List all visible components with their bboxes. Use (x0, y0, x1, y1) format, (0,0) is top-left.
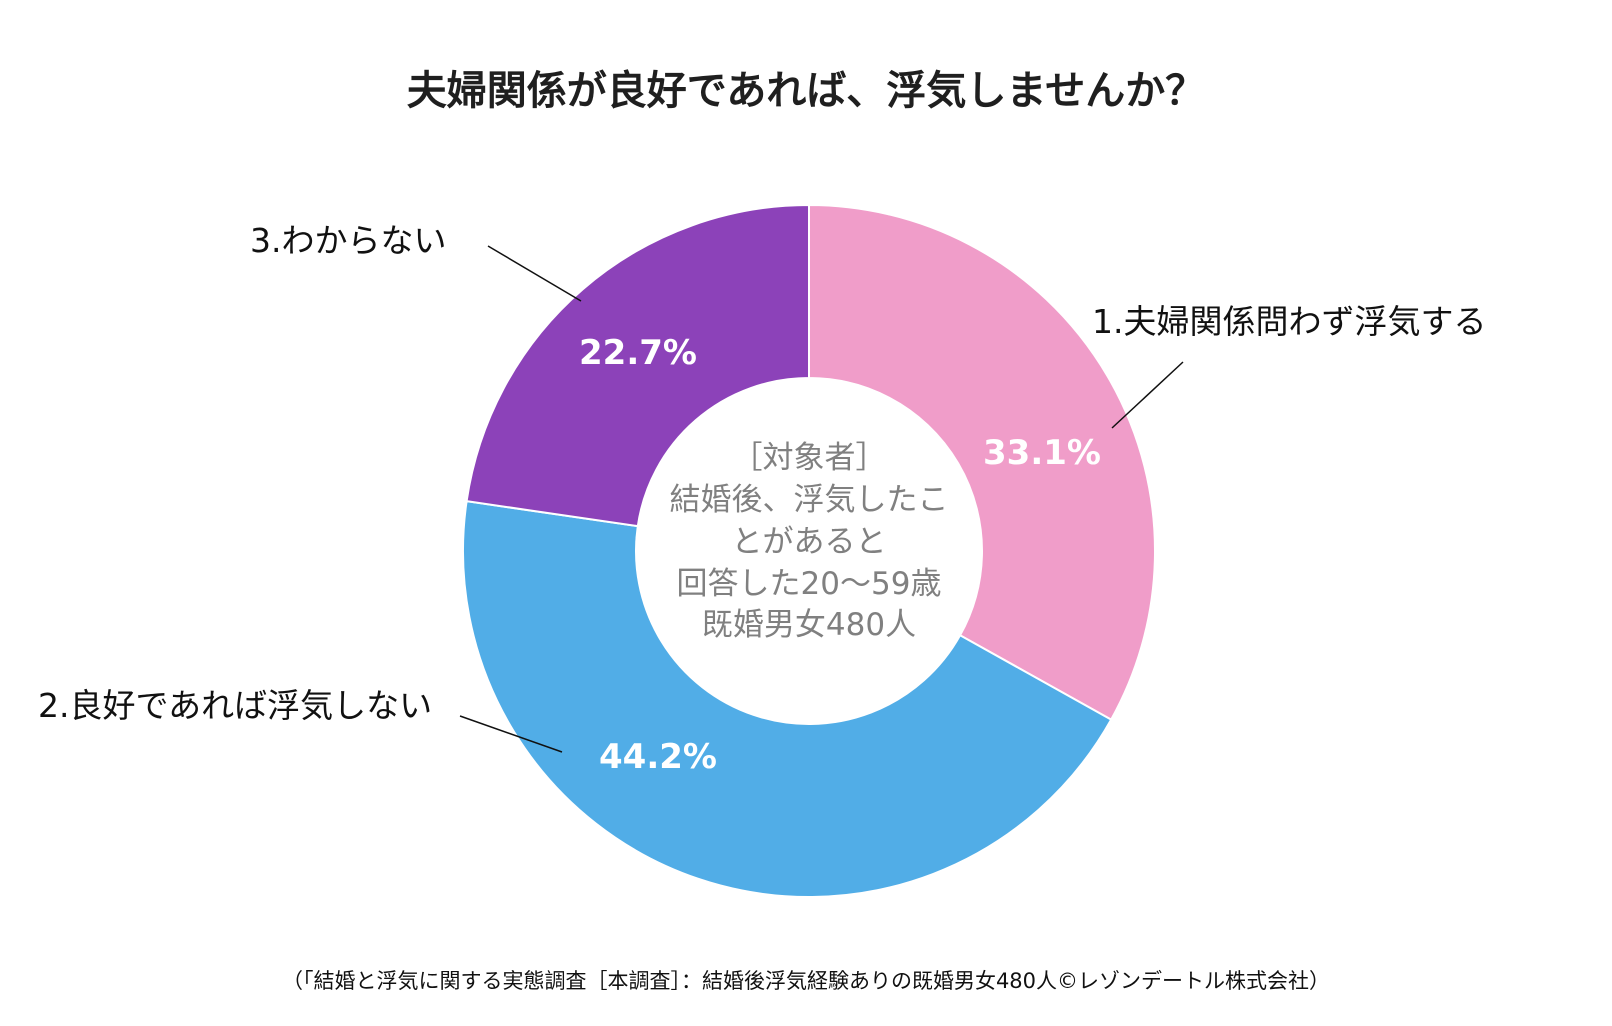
chart-title: 夫婦関係が良好であれば、浮気しませんか？ (407, 68, 1205, 114)
donut-slice-1 (808, 203, 1156, 721)
center-text-line-5: 既婚男女480人 (702, 607, 916, 643)
leader-line-2 (459, 715, 563, 753)
slices-group (462, 203, 1156, 898)
category-label-2: 2.良好であれば浮気しない (38, 686, 432, 725)
center-text-line-1: ［対象者］ (732, 440, 887, 476)
center-text-line-3: とがあると (732, 524, 887, 560)
donut-slice-3 (465, 203, 810, 528)
value-label-3: 22.7% (579, 333, 697, 373)
leader-lines-group (459, 245, 1184, 753)
center-text-line-4: 回答した20～59歳 (677, 566, 942, 602)
donut-slice-2 (462, 500, 1113, 898)
leader-line-3 (487, 245, 582, 302)
value-label-1: 33.1% (983, 433, 1101, 473)
source-note: （「結婚と浮気に関する実態調査［本調査］：結婚後浮気経験ありの既婚男女480人©… (282, 969, 1330, 993)
category-labels-group: 1.夫婦関係問わず浮気する 2.良好であれば浮気しない 3.わからない (38, 221, 1487, 725)
center-text-line-2: 結婚後、浮気したこ (670, 482, 949, 518)
leader-line-1 (1111, 361, 1184, 429)
category-label-3: 3.わからない (250, 221, 447, 260)
value-label-2: 44.2% (599, 737, 717, 777)
value-labels-group: 33.1% 44.2% 22.7% (579, 333, 1101, 777)
category-label-1: 1.夫婦関係問わず浮気する (1092, 302, 1487, 341)
